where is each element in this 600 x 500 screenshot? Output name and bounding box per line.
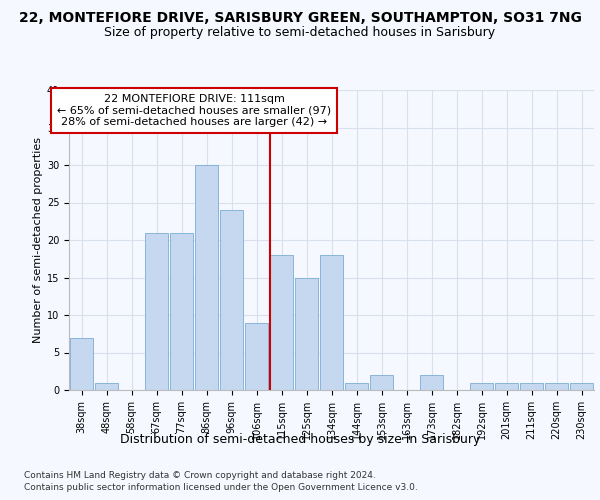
Text: Distribution of semi-detached houses by size in Sarisbury: Distribution of semi-detached houses by … <box>120 432 480 446</box>
Text: Contains HM Land Registry data © Crown copyright and database right 2024.: Contains HM Land Registry data © Crown c… <box>24 471 376 480</box>
Bar <box>95 382 118 390</box>
Bar <box>295 278 319 390</box>
Bar <box>545 382 568 390</box>
Text: 22, MONTEFIORE DRIVE, SARISBURY GREEN, SOUTHAMPTON, SO31 7NG: 22, MONTEFIORE DRIVE, SARISBURY GREEN, S… <box>19 11 581 25</box>
Bar <box>220 210 244 390</box>
Bar <box>269 255 293 390</box>
Bar <box>194 165 218 390</box>
Bar <box>245 322 268 390</box>
Text: Contains public sector information licensed under the Open Government Licence v3: Contains public sector information licen… <box>24 483 418 492</box>
Bar <box>494 382 518 390</box>
Bar <box>520 382 544 390</box>
Bar <box>170 232 193 390</box>
Bar <box>145 232 169 390</box>
Text: 22 MONTEFIORE DRIVE: 111sqm
← 65% of semi-detached houses are smaller (97)
28% o: 22 MONTEFIORE DRIVE: 111sqm ← 65% of sem… <box>57 94 331 127</box>
Bar <box>320 255 343 390</box>
Bar <box>569 382 593 390</box>
Bar <box>470 382 493 390</box>
Bar <box>370 375 394 390</box>
Text: Size of property relative to semi-detached houses in Sarisbury: Size of property relative to semi-detach… <box>104 26 496 39</box>
Bar <box>70 338 94 390</box>
Bar <box>419 375 443 390</box>
Y-axis label: Number of semi-detached properties: Number of semi-detached properties <box>32 137 43 343</box>
Bar <box>344 382 368 390</box>
